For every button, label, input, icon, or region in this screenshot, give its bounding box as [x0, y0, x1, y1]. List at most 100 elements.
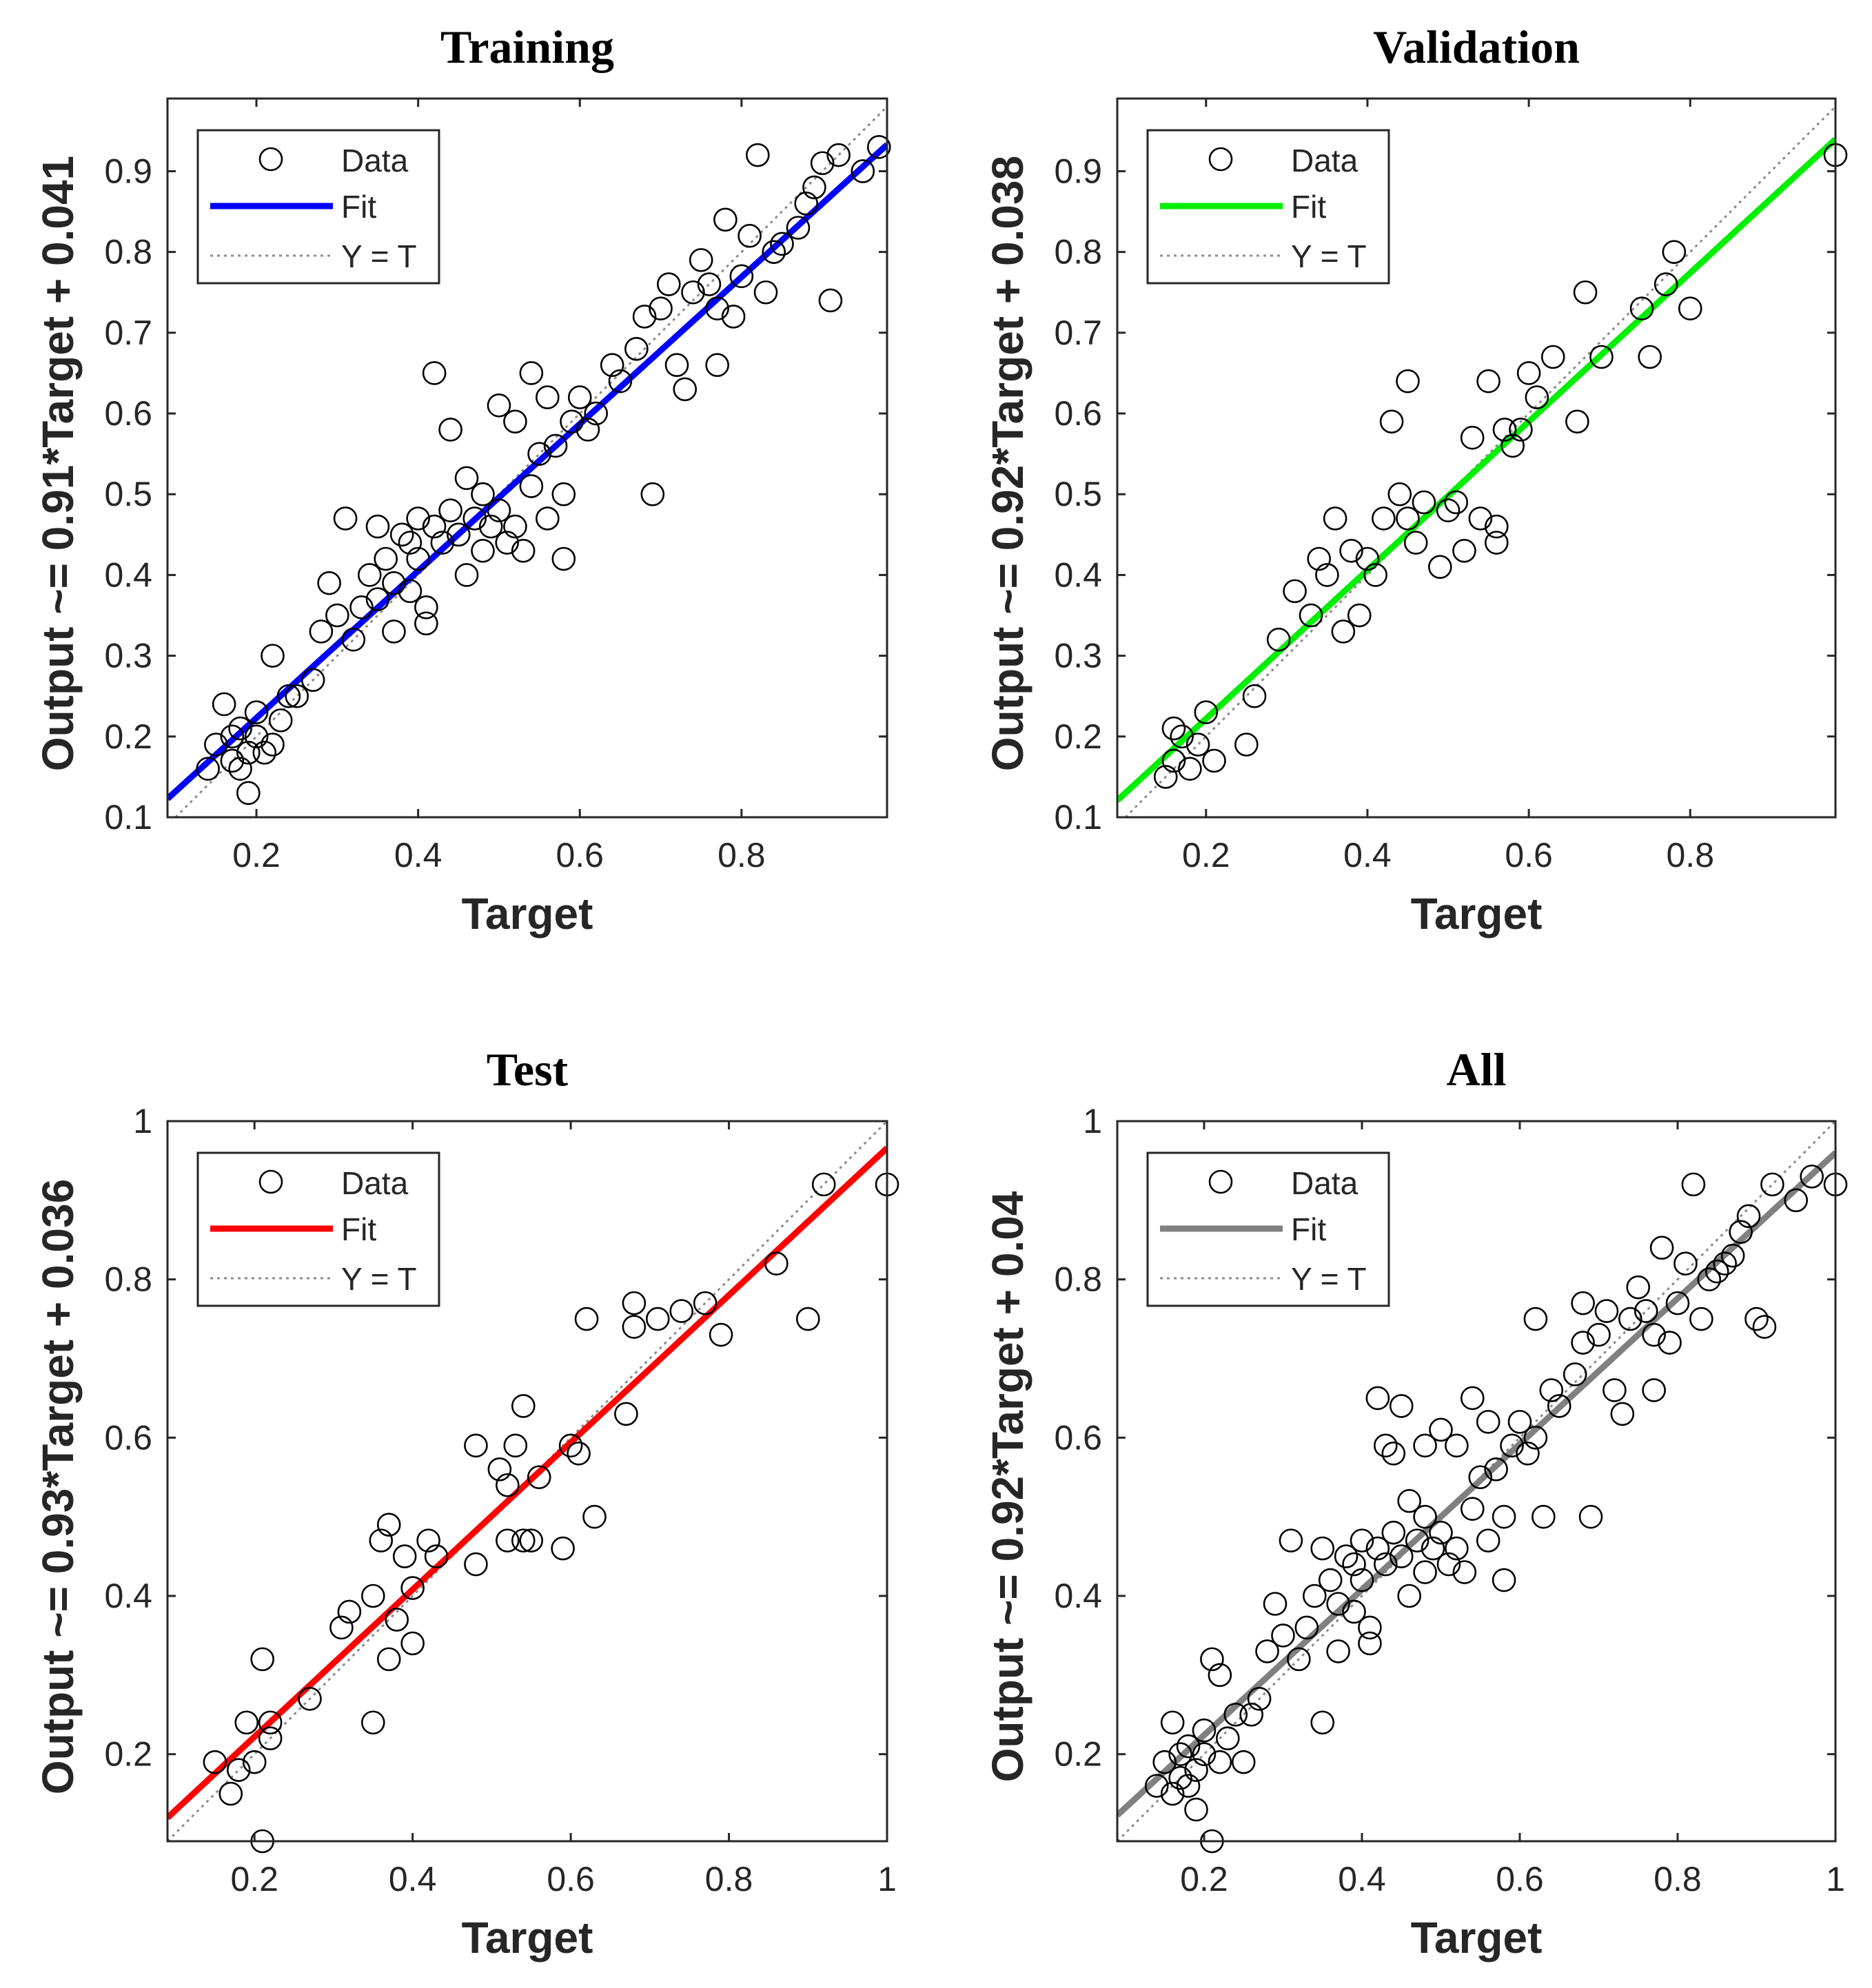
- data-point: [1654, 272, 1678, 296]
- data-point: [1525, 385, 1549, 409]
- data-point: [226, 1758, 251, 1782]
- data-point: [1673, 1251, 1698, 1276]
- data-point: [1500, 433, 1525, 458]
- data-point: [422, 514, 447, 539]
- y-tick-label: 0.5: [1054, 475, 1102, 513]
- x-tick-label: 0.8: [1667, 836, 1715, 874]
- data-point: [576, 418, 600, 442]
- data-point: [1697, 1267, 1722, 1291]
- data-point: [1492, 418, 1517, 442]
- x-tick-label: 0.2: [230, 1860, 278, 1898]
- data-point: [1516, 361, 1541, 385]
- data-point: [1476, 369, 1500, 393]
- data-point: [389, 522, 414, 547]
- x-tick-label: 0.2: [1180, 1860, 1228, 1898]
- x-tick-label: 1: [1826, 1860, 1845, 1898]
- data-point: [385, 1608, 409, 1632]
- data-point: [1476, 1410, 1500, 1434]
- data-point: [1720, 1243, 1745, 1268]
- data-point: [1389, 1394, 1414, 1418]
- data-point: [1208, 1663, 1232, 1688]
- panel-title: Training: [440, 21, 614, 73]
- data-point: [1460, 1386, 1485, 1411]
- data-point: [729, 264, 754, 289]
- data-point: [204, 732, 228, 757]
- data-point: [1331, 619, 1356, 644]
- data-point: [1170, 724, 1194, 749]
- data-point: [495, 531, 519, 555]
- y-tick-label: 0.5: [104, 475, 152, 513]
- data-point: [810, 151, 835, 176]
- x-tick-label: 0.6: [547, 1860, 595, 1898]
- data-point: [258, 1726, 283, 1751]
- data-point: [1144, 1774, 1169, 1798]
- data-point: [406, 546, 430, 571]
- data-points: [196, 135, 891, 806]
- data-point: [1160, 1781, 1185, 1806]
- data-point: [697, 272, 722, 296]
- y-tick-label: 0.7: [1054, 314, 1102, 352]
- data-point: [794, 192, 818, 216]
- data-point: [220, 748, 245, 773]
- data-point: [1176, 1774, 1201, 1798]
- data-point: [527, 1465, 551, 1490]
- data-point: [376, 1647, 401, 1672]
- data-point: [1565, 409, 1589, 434]
- data-point: [1326, 1592, 1350, 1616]
- data-point: [1500, 1433, 1524, 1458]
- data-point: [746, 143, 770, 167]
- data-point: [640, 482, 665, 506]
- data-point: [713, 207, 737, 232]
- y-tick-label: 0.4: [1054, 555, 1102, 594]
- data-point: [1662, 240, 1687, 264]
- data-point: [1540, 345, 1565, 369]
- data-point: [464, 1433, 488, 1458]
- data-point: [536, 506, 560, 531]
- data-point: [1507, 1410, 1532, 1434]
- y-tick-label: 1: [133, 1102, 152, 1140]
- data-point: [614, 1402, 638, 1426]
- data-point: [220, 724, 245, 749]
- data-point: [1642, 1322, 1666, 1347]
- data-point: [1208, 1750, 1232, 1774]
- data-point: [1629, 296, 1654, 320]
- panel-title: Test: [487, 1043, 569, 1096]
- data-point: [414, 595, 438, 619]
- data-point: [519, 474, 544, 498]
- x-tick-label: 0.4: [389, 1860, 437, 1898]
- x-tick-label: 0.6: [556, 836, 604, 874]
- data-point: [360, 1710, 385, 1735]
- y-tick-label: 0.6: [1054, 394, 1102, 433]
- x-axis-label: Target: [1411, 1913, 1543, 1963]
- data-point: [1428, 555, 1452, 580]
- data-point: [487, 393, 511, 418]
- data-point: [1603, 1378, 1627, 1402]
- data-point: [1665, 1291, 1690, 1315]
- x-tick-label: 0.4: [394, 836, 442, 874]
- data-point: [624, 336, 649, 361]
- data-point: [1387, 482, 1412, 506]
- legend-data-label: Data: [1291, 143, 1359, 178]
- data-point: [574, 1306, 599, 1331]
- y-tick-label: 0.6: [104, 394, 152, 433]
- data-point: [511, 538, 536, 563]
- y-tick-label: 0.8: [104, 233, 152, 271]
- data-point: [753, 280, 778, 305]
- x-tick-label: 0.6: [1505, 836, 1553, 874]
- data-point: [1516, 1442, 1540, 1466]
- data-point: [1678, 296, 1702, 320]
- data-point: [325, 603, 349, 628]
- data-point: [357, 563, 382, 587]
- y-tick-label: 0.8: [104, 1260, 152, 1299]
- data-point: [709, 1322, 733, 1347]
- data-point: [438, 498, 462, 522]
- legend-fit-label: Fit: [1291, 1211, 1326, 1247]
- data-point: [1626, 1275, 1651, 1300]
- data-point: [1358, 1631, 1382, 1656]
- data-point: [228, 716, 252, 741]
- x-tick-label: 0.8: [1654, 1860, 1702, 1898]
- data-point: [656, 272, 681, 296]
- panel-test: Test 0.2 0.4 0.6 0.8 1 0.2 0.4 0.6 0.8 1 Target Outp…: [33, 1043, 899, 1963]
- data-point: [487, 1457, 512, 1482]
